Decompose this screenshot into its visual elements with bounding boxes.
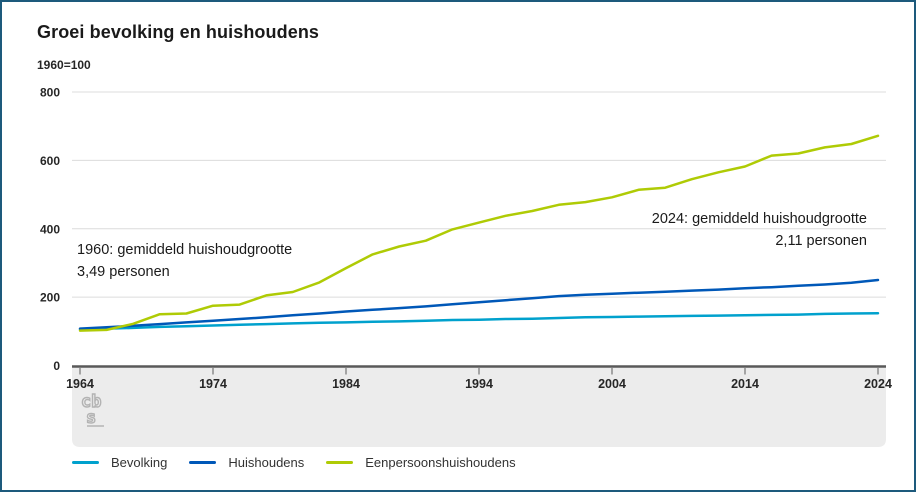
- x-tick-label-2024: 2024: [864, 377, 892, 391]
- annotation-2024-line1: 2024: gemiddeld huishoudgrootte: [651, 211, 867, 227]
- x-tick-label-1964: 1964: [66, 377, 94, 391]
- svg-text:s: s: [86, 408, 96, 428]
- y-tick-label-800: 800: [40, 86, 60, 100]
- legend-swatch-huishoudens: [189, 461, 217, 464]
- y-tick-label-200: 200: [40, 291, 60, 305]
- annotation-2024-line2: 2,11 personen: [775, 233, 867, 249]
- legend-label: Huishoudens: [228, 455, 305, 470]
- series-line-huishoudens: [78, 278, 880, 330]
- y-tick-label-0: 0: [53, 359, 60, 373]
- annotation-1960-line1: 1960: gemiddeld huishoudgrootte: [77, 242, 293, 258]
- legend-item-bevolking[interactable]: Bevolking: [72, 455, 167, 470]
- x-tick-label-2004: 2004: [598, 377, 626, 391]
- legend-item-huishoudens[interactable]: Huishoudens: [189, 455, 304, 470]
- series-line-eenpersoonshuishoudens: [78, 134, 880, 332]
- x-tick-label-1974: 1974: [199, 377, 227, 391]
- annotation-2024: 2024: gemiddeld huishoudgrootte 2,11 per…: [652, 208, 867, 252]
- y-tick-label-400: 400: [40, 222, 60, 236]
- axis-unit-label: 1960=100: [37, 58, 91, 72]
- chart-title: Groei bevolking en huishoudens: [37, 22, 320, 42]
- legend-item-eenpersoonshuishoudens[interactable]: Eenpersoonshuishoudens: [326, 455, 516, 470]
- x-tick-label-1984: 1984: [332, 377, 360, 391]
- legend-label: Bevolking: [111, 455, 168, 470]
- legend-label: Eenpersoonshuishoudens: [365, 455, 516, 470]
- legend-swatch-bevolking: [72, 461, 99, 464]
- x-tick-label-2014: 2014: [731, 377, 759, 391]
- series-line-bevolking: [78, 311, 880, 331]
- x-axis-band: [72, 367, 886, 447]
- legend-swatch-eenpersoonshuishoudens: [326, 461, 354, 464]
- svg-text:cb: cb: [81, 392, 101, 412]
- annotation-1960-line2: 3,49 personen: [77, 264, 170, 280]
- y-tick-label-600: 600: [40, 154, 60, 168]
- x-tick-label-1994: 1994: [465, 377, 493, 391]
- annotation-1960: 1960: gemiddeld huishoudgrootte 3,49 per…: [77, 239, 292, 283]
- cbs-logo: cbs: [80, 391, 104, 429]
- legend: Bevolking Huishoudens Eenpersoonshuishoude…: [72, 455, 516, 470]
